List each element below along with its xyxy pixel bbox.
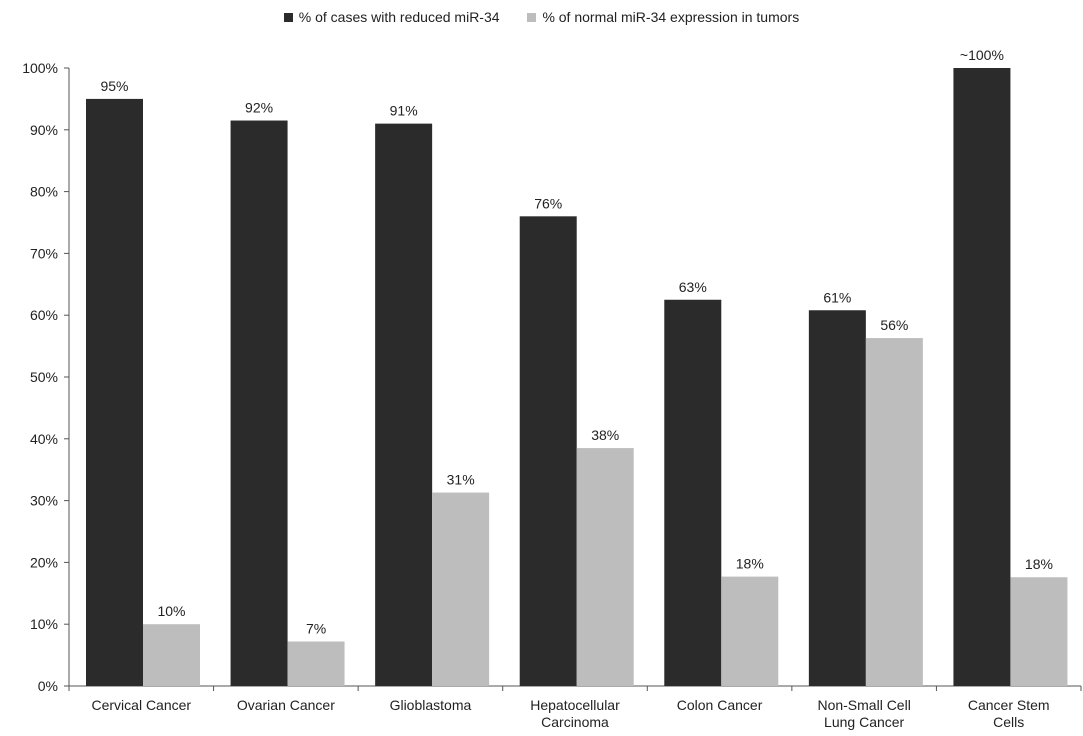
legend-item-reduced: % of cases with reduced miR-34 [283, 9, 500, 25]
bar-normal [1010, 577, 1068, 686]
x-category-label: Ovarian Cancer [237, 697, 335, 713]
legend-label-normal: % of normal miR-34 expression in tumors [542, 9, 800, 25]
bar-normal [287, 641, 345, 686]
bar-normal [721, 576, 779, 686]
bar-reduced [519, 216, 577, 686]
data-label: 7% [306, 621, 326, 637]
bar-normal [143, 624, 200, 686]
data-label: 91% [390, 103, 418, 119]
y-tick-label: 30% [30, 493, 58, 509]
legend-label-reduced: % of cases with reduced miR-34 [298, 9, 500, 25]
data-label: 31% [447, 472, 475, 488]
bar-reduced [230, 120, 288, 686]
legend-swatch-normal [527, 13, 537, 22]
y-tick-label: 10% [30, 616, 58, 632]
bar-reduced [664, 299, 722, 686]
data-label: 18% [1025, 556, 1053, 572]
y-tick-label: 70% [30, 245, 58, 261]
data-label: 63% [679, 279, 707, 295]
legend: % of cases with reduced miR-34 % of norm… [0, 9, 1083, 25]
data-label: 95% [100, 78, 128, 94]
data-label: 61% [823, 289, 851, 305]
y-tick-label: 100% [22, 60, 58, 76]
bar-normal [432, 492, 490, 686]
bar-reduced [375, 123, 433, 687]
bar-reduced [86, 98, 143, 686]
x-category-label: Hepatocellular Carcinoma [530, 697, 620, 730]
data-label: 56% [880, 317, 908, 333]
bar-normal [576, 448, 634, 686]
x-category-label: Glioblastoma [390, 697, 472, 713]
y-tick-label: 20% [30, 554, 58, 570]
data-label: 76% [534, 195, 562, 211]
bar-normal [865, 338, 923, 686]
y-tick-label: 50% [30, 369, 58, 385]
x-category-label: Non-Small Cell Lung Cancer [817, 697, 910, 730]
data-label: 18% [736, 556, 764, 572]
legend-swatch-reduced [283, 13, 293, 22]
data-label: ~100% [960, 47, 1004, 63]
y-tick-label: 40% [30, 431, 58, 447]
data-label: 38% [591, 427, 619, 443]
bar-reduced [808, 310, 866, 686]
x-category-label: Colon Cancer [677, 697, 763, 713]
legend-item-normal: % of normal miR-34 expression in tumors [527, 9, 799, 25]
x-category-label: Cancer Stem Cells [968, 697, 1050, 730]
y-tick-label: 0% [38, 678, 58, 694]
data-label: 10% [157, 603, 185, 619]
y-tick-label: 60% [30, 307, 58, 323]
bar-reduced [953, 68, 1011, 686]
y-tick-label: 80% [30, 184, 58, 200]
data-label: 92% [245, 100, 273, 116]
y-tick-label: 90% [30, 122, 58, 138]
x-category-label: Cervical Cancer [91, 697, 191, 713]
